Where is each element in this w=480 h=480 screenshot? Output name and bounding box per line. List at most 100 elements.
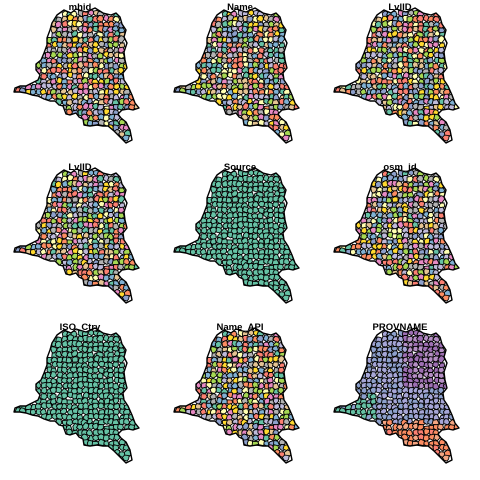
district-polygon [416,52,424,60]
district-polygon [277,57,286,65]
district-polygon [281,134,290,142]
country-border [333,327,460,464]
district-polygon [407,169,415,177]
district-polygon [402,391,410,399]
district-polygon [87,169,95,177]
district-polygon [81,185,89,194]
district-polygon [106,242,116,250]
district-polygon [87,9,95,17]
country-border [173,7,300,144]
district-polygon [81,345,89,354]
district-polygon [121,294,130,302]
district-polygon [402,71,410,79]
district-polygon [247,9,255,17]
district-polygon [256,52,264,60]
district-polygon [82,88,90,96]
district-polygon [210,26,218,34]
outside-mask [320,320,480,480]
district-polygon [82,71,90,79]
district-polygon [379,87,388,95]
district-polygon [365,413,373,421]
district-polygon [71,356,79,363]
outside-mask [160,320,320,480]
district-polygon [441,294,450,302]
district-polygon [242,422,250,430]
district-polygon [370,26,378,34]
district-polygon [60,206,69,215]
district-polygon [443,257,451,266]
district-polygon [200,66,208,75]
district-polygon [210,346,218,354]
district-polygon [82,262,90,270]
district-polygon [252,25,260,33]
district-polygon [360,66,368,75]
district-polygon [97,82,105,90]
district-polygon [117,217,126,225]
district-polygon [391,356,399,363]
district-polygon [417,82,425,90]
district-polygon [87,329,95,337]
district-polygon [123,257,131,266]
district-polygon [111,361,119,369]
district-polygon [220,46,229,55]
district-polygon [426,242,436,250]
district-polygon [241,25,249,34]
district-polygon [231,36,239,43]
district-polygon [252,345,260,353]
district-polygon [401,185,409,194]
district-polygon [247,169,255,177]
district-polygon [417,402,425,410]
district-polygon [117,227,125,235]
outside-mask [160,160,320,320]
outside-mask [0,320,160,480]
district-polygon [258,222,265,230]
district-polygon [426,82,436,90]
district-polygon [117,67,125,75]
country-border [333,167,460,304]
district-polygon [412,185,420,193]
district-polygon [113,402,121,411]
district-polygon [81,25,89,34]
district-polygon [49,51,58,59]
map-panel-lvlid: LvlID [320,0,480,160]
district-polygon [210,186,218,194]
district-polygon [407,329,415,337]
district-polygon [40,386,48,395]
district-polygon [402,248,410,256]
choropleth-map [0,0,160,160]
district-polygon [385,37,393,44]
district-polygon [242,408,250,416]
choropleth-map [0,320,160,480]
district-polygon [225,357,233,364]
district-polygon [379,407,388,415]
district-polygon [45,413,53,421]
district-polygon [257,200,266,208]
district-polygon [45,381,53,390]
district-polygon [45,242,53,250]
district-polygon [417,242,425,250]
district-polygon [417,40,426,48]
district-polygon [252,46,260,54]
district-polygon [61,392,69,400]
district-polygon [111,201,119,209]
district-polygon [412,25,420,33]
district-polygon [370,186,378,194]
district-polygon [221,232,229,240]
district-polygon [209,51,218,59]
district-polygon [220,366,229,375]
outside-mask [320,160,480,320]
district-polygon [45,253,53,261]
map-panel-name: Name [160,0,320,160]
district-polygon [97,360,106,368]
district-polygon [98,382,105,390]
district-polygon [123,97,131,106]
district-polygon [365,93,373,101]
district-polygon [391,36,399,43]
district-polygon [281,294,290,302]
choropleth-map [160,0,320,160]
district-polygon [365,82,373,90]
district-polygon [200,386,208,395]
district-polygon [273,242,281,251]
district-polygon [205,253,213,261]
